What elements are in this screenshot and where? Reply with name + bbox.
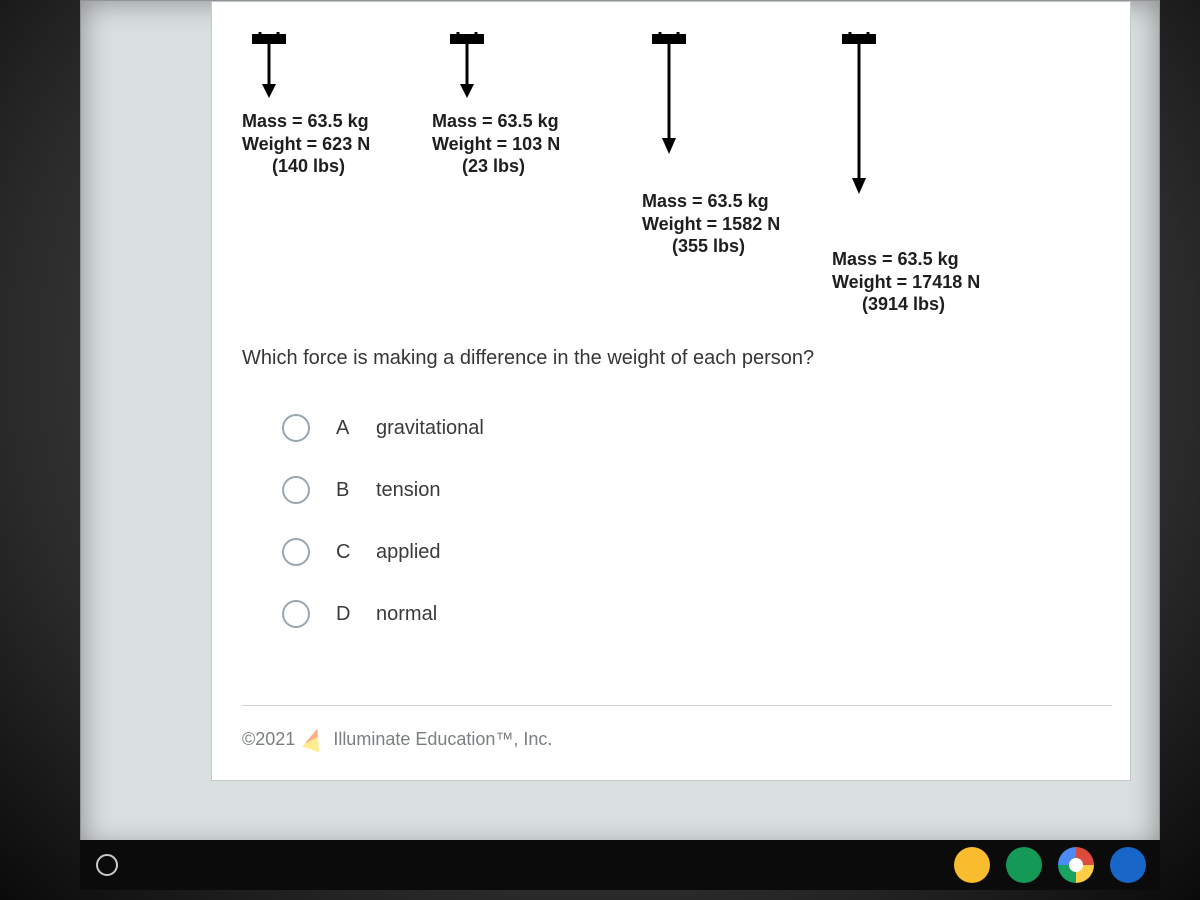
figure-lbs: (3914 lbs)	[832, 293, 1032, 316]
tray-app-1-icon[interactable]	[954, 847, 990, 883]
radio-button[interactable]	[282, 476, 310, 504]
tray-sheets-icon[interactable]	[1006, 847, 1042, 883]
option-letter: B	[336, 479, 376, 502]
weight-arrow-icon	[832, 32, 892, 200]
option-text: normal	[376, 603, 437, 626]
option-a[interactable]: A gravitational	[282, 397, 484, 459]
figure-weight: Weight = 103 N	[432, 133, 632, 156]
system-tray	[954, 847, 1160, 883]
weight-arrow-icon	[242, 32, 302, 104]
option-letter: A	[336, 417, 376, 440]
option-d[interactable]: D normal	[282, 583, 484, 645]
figure-4: Mass = 63.5 kg Weight = 17418 N (3914 lb…	[832, 32, 1032, 316]
brand-text: Illuminate Education™, Inc.	[333, 729, 552, 750]
screen-area: Mass = 63.5 kg Weight = 623 N (140 lbs) …	[80, 0, 1160, 850]
illuminate-logo-icon	[302, 726, 326, 752]
figure-lbs: (23 lbs)	[432, 155, 632, 178]
figures-row: Mass = 63.5 kg Weight = 623 N (140 lbs) …	[242, 32, 1102, 312]
figure-1: Mass = 63.5 kg Weight = 623 N (140 lbs)	[242, 32, 442, 178]
taskbar	[80, 840, 1160, 890]
weight-arrow-icon	[440, 32, 500, 104]
figure-weight: Weight = 17418 N	[832, 271, 1032, 294]
option-text: applied	[376, 541, 441, 564]
figure-mass: Mass = 63.5 kg	[642, 190, 842, 213]
figure-mass: Mass = 63.5 kg	[832, 248, 1032, 271]
option-b[interactable]: B tension	[282, 459, 484, 521]
option-text: tension	[376, 479, 441, 502]
tray-app-4-icon[interactable]	[1110, 847, 1146, 883]
option-letter: C	[336, 541, 376, 564]
figure-mass: Mass = 63.5 kg	[432, 110, 632, 133]
weight-arrow-icon	[642, 32, 702, 160]
option-letter: D	[336, 603, 376, 626]
tray-chrome-icon[interactable]	[1058, 847, 1094, 883]
question-text: Which force is making a difference in th…	[242, 347, 814, 370]
figure-2: Mass = 63.5 kg Weight = 103 N (23 lbs)	[432, 32, 632, 178]
copyright-text: ©2021	[242, 729, 295, 750]
figure-3: Mass = 63.5 kg Weight = 1582 N (355 lbs)	[642, 32, 842, 258]
options-list: A gravitational B tension C applied D no…	[282, 397, 484, 645]
figure-weight: Weight = 623 N	[242, 133, 442, 156]
figure-lbs: (355 lbs)	[642, 235, 842, 258]
question-card: Mass = 63.5 kg Weight = 623 N (140 lbs) …	[211, 1, 1131, 781]
radio-button[interactable]	[282, 414, 310, 442]
option-text: gravitational	[376, 417, 484, 440]
launcher-icon[interactable]	[96, 854, 118, 876]
figure-mass: Mass = 63.5 kg	[242, 110, 442, 133]
card-footer: ©2021 Illuminate Education™, Inc.	[242, 705, 1112, 750]
radio-button[interactable]	[282, 538, 310, 566]
figure-lbs: (140 lbs)	[242, 155, 442, 178]
figure-weight: Weight = 1582 N	[642, 213, 842, 236]
radio-button[interactable]	[282, 600, 310, 628]
option-c[interactable]: C applied	[282, 521, 484, 583]
